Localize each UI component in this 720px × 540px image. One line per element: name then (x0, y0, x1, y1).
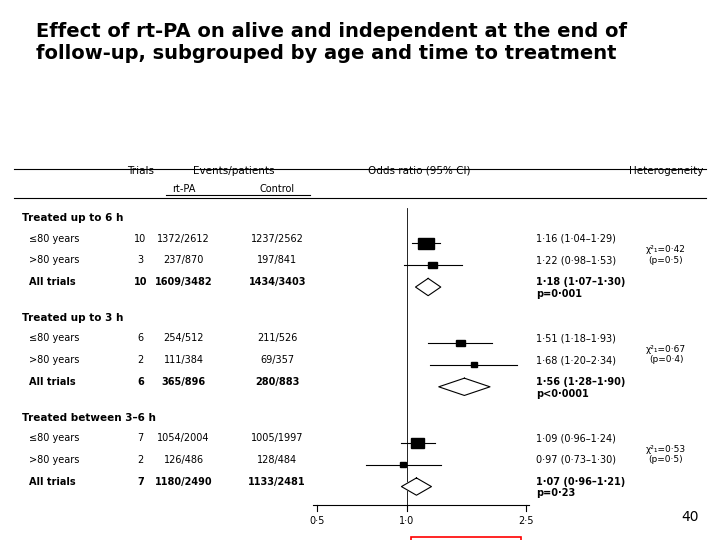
Bar (428, 262, 437, 268)
Text: 128/484: 128/484 (257, 455, 297, 465)
Text: 1·09 (0·96–1·24): 1·09 (0·96–1·24) (536, 433, 616, 443)
Text: rt-PA: rt-PA (172, 184, 195, 194)
Text: All trials: All trials (29, 477, 76, 487)
Text: Treated between 3–6 h: Treated between 3–6 h (22, 413, 156, 423)
Bar (400, 462, 406, 467)
Text: 126/486: 126/486 (163, 455, 204, 465)
Text: 111/384: 111/384 (163, 355, 204, 365)
Text: Treated up to 3 h: Treated up to 3 h (22, 313, 123, 323)
Text: 0·5: 0·5 (309, 516, 325, 526)
Text: 254/512: 254/512 (163, 333, 204, 343)
Text: All trials: All trials (29, 377, 76, 387)
Bar (456, 340, 464, 346)
Text: χ²₁=0·67
(p=0·4): χ²₁=0·67 (p=0·4) (646, 345, 686, 364)
Text: 7: 7 (137, 477, 144, 487)
Text: 211/526: 211/526 (257, 333, 297, 343)
Text: 10: 10 (134, 233, 147, 244)
Text: 365/896: 365/896 (161, 377, 206, 387)
Text: 0·97 (0·73–1·30): 0·97 (0·73–1·30) (536, 455, 616, 465)
Text: All trials: All trials (29, 278, 76, 287)
Text: 237/870: 237/870 (163, 255, 204, 266)
Text: Odds ratio (95% CI): Odds ratio (95% CI) (368, 165, 470, 176)
Text: 1434/3403: 1434/3403 (248, 278, 306, 287)
Text: χ²₁=0·53
(p=0·5): χ²₁=0·53 (p=0·5) (646, 445, 686, 464)
Text: 2·5: 2·5 (518, 516, 534, 526)
Text: 280/883: 280/883 (255, 377, 300, 387)
Text: 1237/2562: 1237/2562 (251, 233, 304, 244)
Text: 10: 10 (134, 278, 147, 287)
Text: 2: 2 (138, 355, 143, 365)
Text: 1·18 (1·07–1·30)
p=0·001: 1·18 (1·07–1·30) p=0·001 (536, 278, 626, 299)
Polygon shape (402, 478, 431, 495)
Text: 1372/2612: 1372/2612 (157, 233, 210, 244)
Text: Treated up to 6 h: Treated up to 6 h (22, 213, 123, 224)
Text: >80 years: >80 years (29, 355, 79, 365)
Text: χ²₁=0·42
(p=0·5): χ²₁=0·42 (p=0·5) (646, 245, 686, 265)
Text: 6: 6 (137, 377, 144, 387)
Text: >80 years: >80 years (29, 455, 79, 465)
Bar (471, 362, 477, 367)
Text: Control: Control (260, 184, 294, 194)
Text: 1·16 (1·04–1·29): 1·16 (1·04–1·29) (536, 233, 616, 244)
Text: 1054/2004: 1054/2004 (158, 433, 210, 443)
Polygon shape (415, 279, 441, 296)
Text: ≤80 years: ≤80 years (29, 433, 79, 443)
Text: 1·0: 1·0 (399, 516, 414, 526)
Text: 1005/1997: 1005/1997 (251, 433, 303, 443)
Text: Heterogeneity: Heterogeneity (629, 165, 703, 176)
Bar (411, 438, 424, 448)
Polygon shape (438, 378, 490, 395)
Text: 1180/2490: 1180/2490 (155, 477, 212, 487)
Text: ≤80 years: ≤80 years (29, 233, 79, 244)
Text: 6: 6 (138, 333, 143, 343)
Text: Trials: Trials (127, 165, 154, 176)
Text: 2: 2 (138, 455, 143, 465)
Bar (418, 238, 433, 249)
Text: 1·22 (0·98–1·53): 1·22 (0·98–1·53) (536, 255, 616, 266)
Text: 40: 40 (681, 510, 698, 524)
Text: ≤80 years: ≤80 years (29, 333, 79, 343)
Text: 1133/2481: 1133/2481 (248, 477, 306, 487)
Text: 3: 3 (138, 255, 143, 266)
Text: 69/357: 69/357 (260, 355, 294, 365)
Text: 1·51 (1·18–1·93): 1·51 (1·18–1·93) (536, 333, 616, 343)
Text: Events/patients: Events/patients (193, 165, 275, 176)
Text: 197/841: 197/841 (257, 255, 297, 266)
Text: 1·68 (1·20–2·34): 1·68 (1·20–2·34) (536, 355, 616, 365)
Text: 7: 7 (138, 433, 143, 443)
Text: >80 years: >80 years (29, 255, 79, 266)
Text: 1609/3482: 1609/3482 (155, 278, 212, 287)
Text: 1·07 (0·96–1·21)
p=0·23: 1·07 (0·96–1·21) p=0·23 (536, 477, 626, 498)
Text: 1·56 (1·28–1·90)
p<0·0001: 1·56 (1·28–1·90) p<0·0001 (536, 377, 626, 399)
Text: Effect of rt-PA on alive and independent at the end of
follow-up, subgrouped by : Effect of rt-PA on alive and independent… (36, 22, 627, 63)
